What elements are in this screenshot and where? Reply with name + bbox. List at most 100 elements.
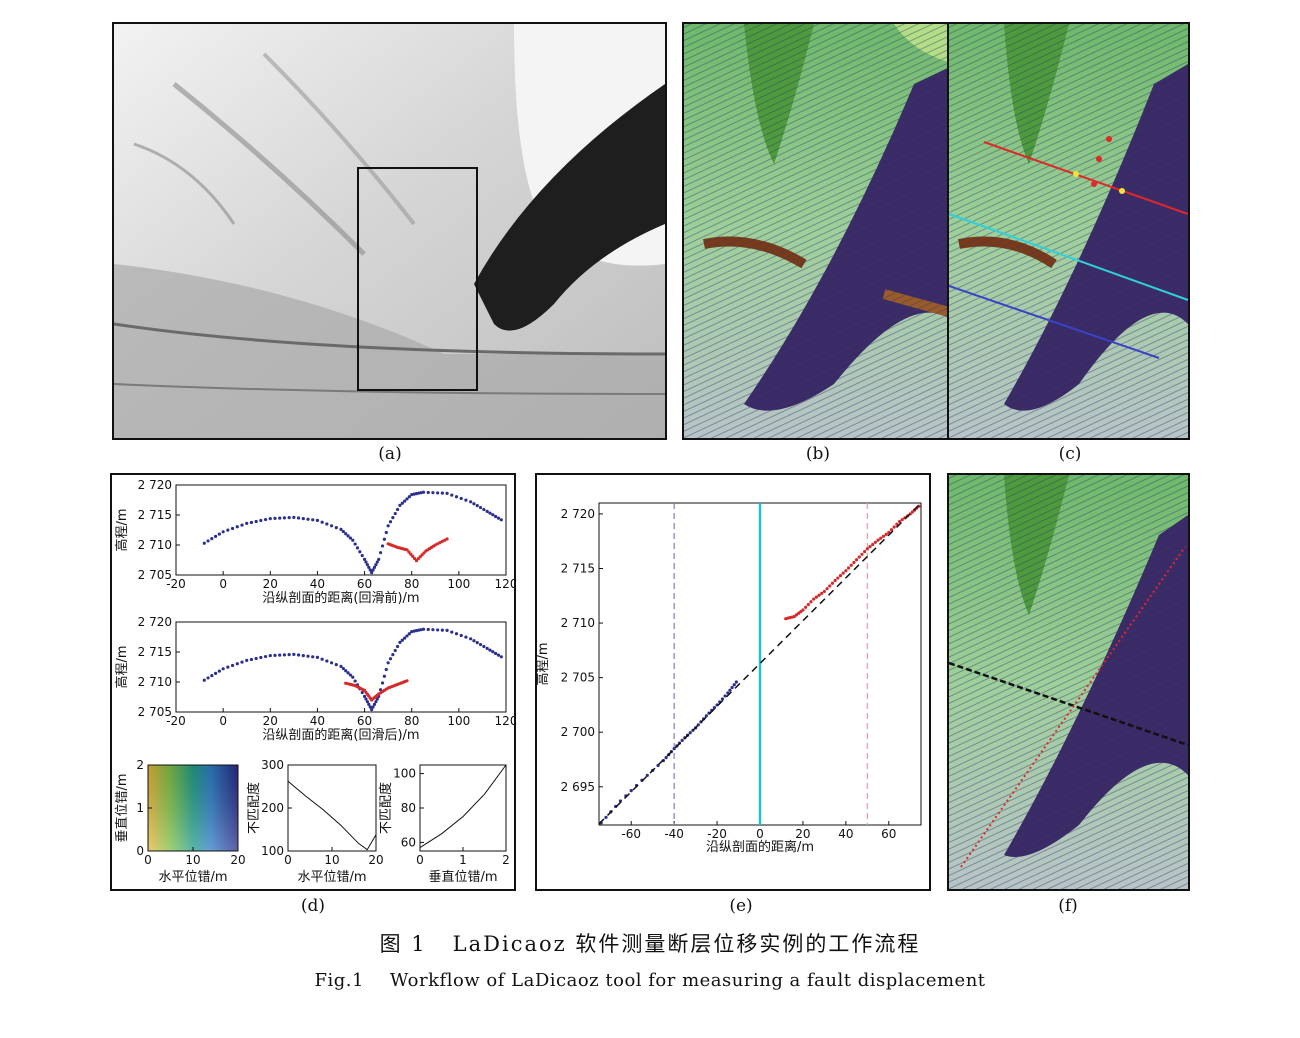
d-top-blue-point bbox=[485, 509, 489, 513]
d-mismatch-v-xtick-label: 2 bbox=[502, 853, 510, 867]
d-heatmap-xtick-label: 20 bbox=[230, 853, 245, 867]
d-top-blue-point bbox=[395, 507, 400, 512]
e-red-point bbox=[865, 547, 869, 551]
d-top-blue-point bbox=[459, 496, 463, 501]
profile-line-red bbox=[983, 141, 1188, 215]
d-top-blue-point bbox=[464, 498, 468, 502]
d-mid-blue-point bbox=[454, 632, 459, 636]
d-mid-blue-point bbox=[206, 676, 210, 680]
e-red-point bbox=[857, 555, 861, 559]
e-blue-point bbox=[688, 731, 692, 735]
d-mismatch-v-ytick-label: 100 bbox=[393, 767, 416, 781]
e-red-point bbox=[895, 522, 899, 526]
d-top-red-point bbox=[412, 556, 417, 561]
panel-e-chart: -60 -40 -20 0 20 40 60 2 695 2 700 2 705 2 710 2 71… bbox=[537, 502, 922, 855]
d-mid-blue-point bbox=[348, 673, 353, 677]
d-mid-blue-point bbox=[499, 655, 503, 659]
d-mid-blue-point bbox=[364, 697, 368, 701]
d-top-blue-point bbox=[421, 490, 426, 494]
d-top-blue-point bbox=[301, 517, 305, 521]
d-top-blue-point bbox=[365, 563, 369, 567]
hillshade-image bbox=[114, 24, 665, 438]
e-blue-point bbox=[734, 680, 738, 684]
d-mid-blue-point bbox=[362, 694, 367, 698]
e-blue-point bbox=[672, 746, 676, 751]
d-top-blue-point bbox=[374, 563, 378, 567]
d-top-blue-point bbox=[450, 493, 454, 497]
d-mid-blue-point bbox=[375, 697, 379, 701]
e-red-point bbox=[852, 560, 856, 565]
d-top-blue-point bbox=[339, 527, 343, 531]
d-top-blue-point bbox=[379, 551, 383, 555]
e-red-point bbox=[841, 571, 845, 575]
d-top-blue-point bbox=[358, 550, 362, 554]
d-top-blue-point bbox=[348, 536, 353, 540]
caption-en-text: Workflow of LaDicaoz tool for measuring … bbox=[389, 970, 986, 991]
e-red-point bbox=[910, 510, 915, 514]
fault-trace-red bbox=[960, 546, 1186, 868]
d-mid-blue-point bbox=[382, 674, 386, 678]
heatmap-shade bbox=[148, 765, 238, 851]
d-mid-blue-point bbox=[287, 653, 291, 657]
d-top-blue-point bbox=[454, 495, 459, 499]
d-mismatch-h-ylabel: 不匹配度 bbox=[246, 782, 262, 834]
d-top-blue-point bbox=[407, 495, 411, 499]
d-top-blue-point bbox=[445, 491, 449, 495]
e-red-point bbox=[820, 591, 824, 595]
d-mid-blue-point bbox=[311, 655, 315, 659]
e-ytick-label: 2 705 bbox=[561, 671, 595, 685]
d-top-blue-point bbox=[488, 511, 492, 515]
d-top-blue-point bbox=[292, 515, 296, 519]
e-blue-point bbox=[629, 789, 633, 793]
panel-a-label: (a) bbox=[378, 444, 402, 464]
e-ytick-label: 2 710 bbox=[561, 616, 595, 630]
d-mid-blue-point bbox=[403, 636, 407, 640]
e-red-point bbox=[881, 534, 886, 538]
d-mid-ylabel: 高程/m bbox=[114, 645, 130, 688]
d-top-blue-point bbox=[210, 537, 214, 541]
d-mismatch-v-xtick-label: 1 bbox=[459, 853, 467, 867]
d-mid-blue-point bbox=[226, 665, 230, 669]
d-top-blue-point bbox=[329, 524, 334, 528]
profile-line-black bbox=[949, 661, 1188, 747]
d-mid-blue-point bbox=[278, 653, 282, 657]
d-top-blue-point bbox=[230, 526, 235, 531]
d-mid-blue-point bbox=[388, 657, 393, 661]
d-top-blue-point bbox=[217, 532, 221, 536]
d-top-blue-point bbox=[206, 539, 210, 543]
caption-zh-number: 图 1 bbox=[379, 932, 427, 956]
d-heatmap-xtick-label: 10 bbox=[185, 853, 200, 867]
d-top-blue-point bbox=[364, 560, 368, 564]
d-mid-xlabel: 沿纵剖面的距离(回滑后)/m bbox=[262, 727, 419, 743]
study-area-box bbox=[357, 167, 478, 391]
d-top-blue-point bbox=[391, 516, 395, 520]
e-red-point bbox=[817, 593, 821, 597]
d-top-blue-point bbox=[226, 528, 230, 532]
panel-b-contour-map bbox=[682, 22, 958, 440]
d-mid-blue-point bbox=[217, 669, 221, 673]
d-mid-blue-point bbox=[339, 664, 343, 668]
d-top-blue-point bbox=[499, 518, 503, 522]
d-top-red-point bbox=[440, 539, 444, 543]
d-mid-blue-point bbox=[296, 653, 301, 657]
d-top-blue-point bbox=[491, 513, 495, 517]
d-top-blue-point bbox=[440, 491, 444, 495]
e-blue-point bbox=[712, 706, 716, 710]
panel-f-backslip-map bbox=[947, 473, 1190, 891]
d-top-blue-point bbox=[398, 503, 402, 507]
contour-map-image bbox=[684, 24, 956, 438]
d-mismatch-v-ytick-label: 60 bbox=[401, 835, 416, 849]
d-mid-blue-point bbox=[431, 628, 435, 632]
d-top-blue-point bbox=[426, 490, 430, 495]
e-red-point bbox=[809, 600, 813, 604]
d-mid-blue-point bbox=[315, 655, 320, 659]
d-top-ytick-label: 2 715 bbox=[138, 508, 172, 522]
e-red-point bbox=[860, 552, 864, 556]
d-top-blue-point bbox=[384, 530, 388, 535]
panel-d-label: (d) bbox=[300, 896, 326, 916]
d-mid-blue-point bbox=[214, 671, 218, 675]
d-top-red-point bbox=[436, 542, 440, 546]
e-red-point bbox=[897, 519, 902, 524]
e-xtick-label: 40 bbox=[838, 827, 853, 841]
d-heatmap-ytick-label: 1 bbox=[136, 801, 144, 815]
